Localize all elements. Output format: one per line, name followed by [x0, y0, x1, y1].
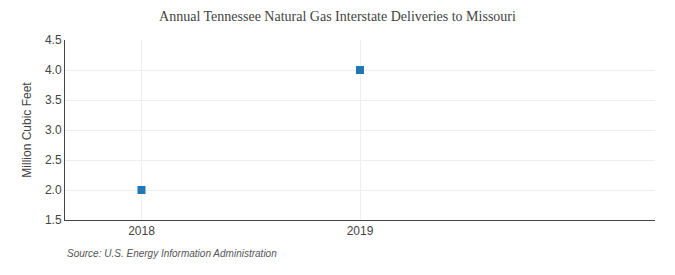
svg-text:1.5: 1.5 — [45, 213, 62, 227]
svg-text:Million Cubic Feet: Million Cubic Feet — [20, 82, 34, 178]
svg-text:3.0: 3.0 — [45, 123, 62, 137]
svg-text:4.0: 4.0 — [45, 63, 62, 77]
svg-text:2.5: 2.5 — [45, 153, 62, 167]
svg-text:Annual Tennessee Natural Gas I: Annual Tennessee Natural Gas Interstate … — [159, 9, 516, 24]
svg-text:4.5: 4.5 — [45, 33, 62, 47]
svg-text:3.5: 3.5 — [45, 93, 62, 107]
svg-text:2019: 2019 — [347, 224, 374, 238]
svg-text:2018: 2018 — [128, 224, 155, 238]
svg-text:2.0: 2.0 — [45, 183, 62, 197]
svg-text:Source: U.S. Energy Informatio: Source: U.S. Energy Information Administ… — [67, 248, 277, 259]
